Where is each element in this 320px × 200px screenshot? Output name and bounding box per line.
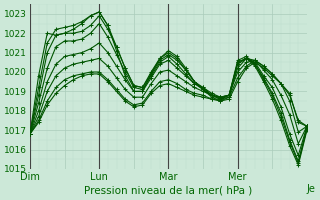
X-axis label: Pression niveau de la mer( hPa ): Pression niveau de la mer( hPa ) bbox=[84, 186, 252, 196]
Text: Je: Je bbox=[307, 184, 316, 194]
